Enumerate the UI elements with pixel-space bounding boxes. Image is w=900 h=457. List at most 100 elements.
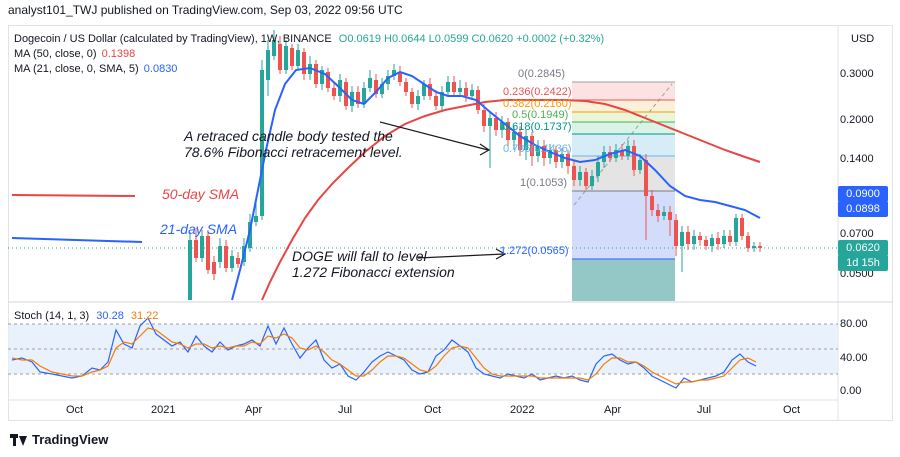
sma21-label[interactable]: 21-day SMA (160, 221, 238, 237)
candle-body (320, 70, 324, 84)
candle-body (740, 218, 744, 236)
symbol-legend[interactable]: Dogecoin / US Dollar (calculated by Trad… (14, 32, 604, 46)
publish-header: analyst101_TWJ published on TradingView.… (0, 0, 900, 20)
fib-zone-0-236 (572, 82, 675, 100)
ma50-price-tag: 0.0900 (838, 186, 888, 202)
retrace-arrow (379, 121, 491, 156)
candle-body (188, 240, 192, 300)
candle-body (548, 150, 552, 158)
candle-body (206, 236, 210, 270)
time-tick: Apr (604, 404, 622, 416)
time-tick: Jul (697, 404, 712, 416)
ma50-label-line (11, 194, 136, 197)
candle-body (260, 70, 264, 216)
candle-body (446, 82, 450, 92)
time-tick: 2022 (510, 404, 535, 416)
candle-body (410, 92, 414, 104)
candle-body (398, 72, 402, 82)
retrace-annotation[interactable]: A retraced candle body tested the 78.6% … (184, 128, 403, 160)
candle-body (542, 146, 546, 158)
sma50-label[interactable]: 50-day SMA (162, 186, 240, 202)
fib-zone-extension (572, 259, 675, 301)
time-tick: Oct (424, 404, 442, 416)
ma50-legend[interactable]: MA (50, close, 0) 0.1398 (14, 47, 135, 61)
candle-body (704, 240, 708, 246)
candle-body (224, 246, 228, 268)
candle-body (728, 236, 732, 242)
candle-body (614, 150, 618, 158)
price-tick: 0.1400 (840, 153, 874, 165)
stoch-legend[interactable]: Stoch (14, 1, 3) 30.28 31.22 (14, 310, 158, 322)
fib-label: 0.786(0.1436) (503, 143, 572, 155)
candle-body (680, 232, 684, 246)
ma21-legend[interactable]: MA (21, close, 0, SMA, 5) 0.0830 (14, 62, 177, 76)
candle-body (428, 84, 432, 96)
ma50-legend-label: MA (50, close, 0) (14, 48, 97, 60)
candle-body (218, 246, 222, 262)
candle-body (488, 118, 492, 126)
candle-body (272, 40, 276, 56)
candle-body (596, 162, 600, 176)
candle-body (560, 154, 564, 162)
candle-body (668, 212, 672, 220)
candle-body (746, 236, 750, 248)
fib-zone-5-618 (572, 122, 675, 134)
candle-body (374, 80, 378, 94)
ohlc-values: O0.0619 H0.0644 L0.0599 C0.0620 +0.0002 … (338, 33, 605, 45)
candle-body (698, 236, 702, 240)
tradingview-logo[interactable]: TradingView (10, 432, 108, 447)
stoch-k-value: 30.28 (96, 310, 124, 322)
candle-body (620, 150, 624, 156)
candle-body (440, 92, 444, 106)
candle-body (734, 218, 738, 242)
candle-body (482, 110, 486, 126)
retrace-annotation-line1: A retraced candle body tested the (184, 128, 393, 144)
candle-body (254, 216, 258, 222)
candle-body (662, 212, 666, 216)
extension-annotation-line2: 1.272 Fibonacci extension (292, 264, 455, 280)
candle-body (392, 70, 396, 76)
candle-body (326, 72, 330, 88)
symbol-title: Dogecoin / US Dollar (calculated by Trad… (14, 33, 332, 45)
price-tick: 0.3000 (840, 68, 874, 80)
candle-body (356, 92, 360, 104)
candle-body (554, 150, 558, 162)
candle-body (368, 78, 372, 88)
extension-annotation-line1: DOGE will fall to level (292, 248, 427, 264)
fib-label: 0(0.2845) (518, 68, 566, 80)
candle-body (716, 238, 720, 244)
last-price-tag: 0.0620 (838, 240, 888, 256)
candle-body (476, 90, 480, 110)
candle-body (752, 246, 756, 248)
candle-body (656, 210, 660, 216)
candle-body (404, 82, 408, 92)
candle-body (644, 160, 648, 196)
fib-label: 0.236(0.2422) (503, 86, 572, 98)
candle-body (362, 88, 366, 104)
time-tick: Apr (245, 404, 263, 416)
candle-body (434, 96, 438, 106)
tradingview-brand: TradingView (32, 432, 109, 447)
chart-frame[interactable] (8, 25, 893, 421)
candle-body (284, 46, 288, 70)
fib-label: 1.272(0.0565) (500, 245, 569, 257)
candle-body (290, 48, 294, 66)
fib-level-lines (572, 81, 675, 260)
price-tick: 0.0500 (840, 268, 874, 280)
stoch-d-line (11, 327, 757, 385)
fib-zone-618-786 (572, 134, 675, 156)
fib-trend-line (573, 83, 673, 206)
stoch-tick: 80.00 (840, 318, 868, 330)
candle-body (524, 136, 528, 150)
candle-body (632, 146, 636, 170)
ma21-price-tag: 0.0898 (838, 201, 888, 217)
candle-body (416, 96, 420, 104)
extension-annotation[interactable]: DOGE will fall to level 1.272 Fibonacci … (292, 248, 455, 280)
candle-body (530, 136, 534, 156)
candle-body (650, 196, 654, 210)
time-tick: 2021 (151, 404, 176, 416)
candle-body (572, 166, 576, 180)
currency-label[interactable]: USD (851, 33, 875, 45)
fib-zone-382-5 (572, 112, 675, 122)
